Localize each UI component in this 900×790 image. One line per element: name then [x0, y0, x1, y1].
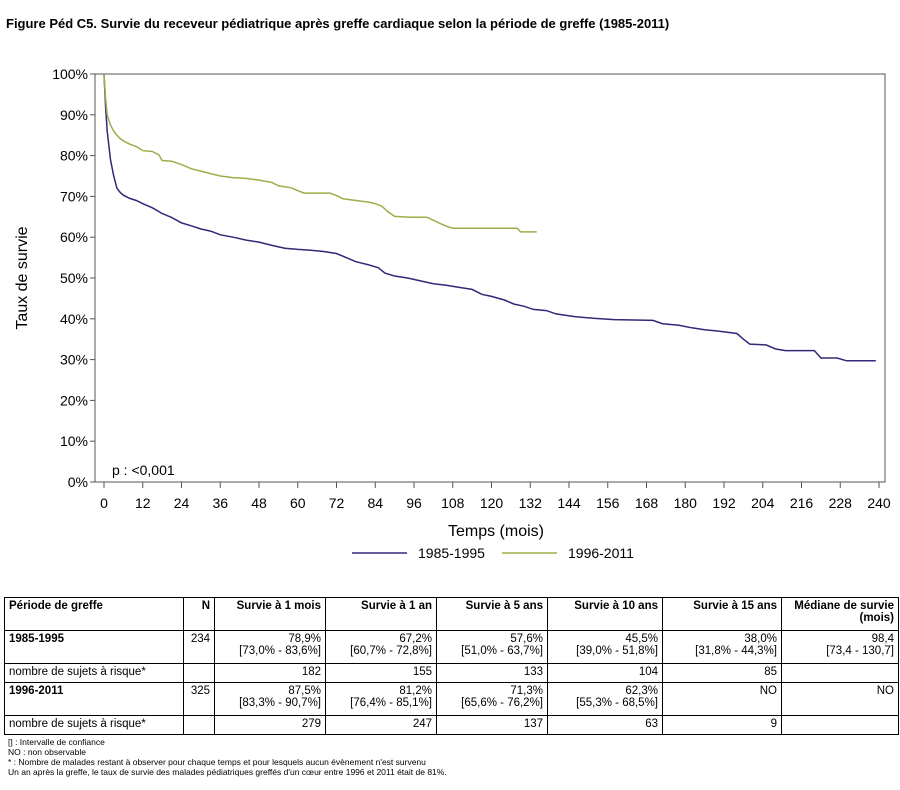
x-tick-label: 36: [212, 495, 228, 511]
header-1-month: Survie à 1 mois: [214, 597, 326, 631]
note-risk: * : Nombre de malades restant à observer…: [8, 757, 426, 767]
cell-1-year: 81,2% [76,4% - 85,1%]: [325, 682, 437, 716]
risk-median: [781, 715, 899, 735]
table-row: nombre de sujets à risque* 279 247 137 6…: [4, 715, 899, 735]
cell-1-month: 87,5% [83,3% - 90,7%]: [214, 682, 326, 716]
x-tick-label: 72: [329, 495, 345, 511]
y-tick-label: 100%: [52, 66, 88, 82]
x-tick-label: 180: [674, 495, 698, 511]
cell-15-years: 38,0% [31,8% - 44,3%]: [662, 630, 782, 664]
x-tick-label: 108: [441, 495, 465, 511]
x-tick-label: 204: [751, 495, 775, 511]
risk-label: nombre de sujets à risque*: [4, 715, 184, 735]
y-tick-label: 40%: [60, 311, 88, 327]
risk-1-month: 182: [214, 663, 326, 683]
x-tick-label: 60: [290, 495, 306, 511]
risk-5-years: 133: [436, 663, 548, 683]
x-tick-label: 192: [712, 495, 736, 511]
y-tick-label: 30%: [60, 352, 88, 368]
x-tick-label: 48: [251, 495, 267, 511]
cell-1-month: 78,9% [73,0% - 83,6%]: [214, 630, 326, 664]
y-tick-label: 10%: [60, 433, 88, 449]
group-label: 1996-2011: [4, 682, 184, 716]
group-n: 234: [183, 630, 215, 664]
header-n: N: [183, 597, 215, 631]
cell-median: 98,4 [73,4 - 130,7]: [781, 630, 899, 664]
note-no: NO : non observable: [8, 747, 86, 757]
cell-10-years: 45,5% [39,0% - 51,8%]: [547, 630, 663, 664]
survival-table: Période de greffe N Survie à 1 mois Surv…: [4, 597, 899, 735]
x-tick-label: 84: [367, 495, 383, 511]
risk-median: [781, 663, 899, 683]
plot-frame: [94, 73, 886, 483]
header-period: Période de greffe: [4, 597, 184, 631]
table-row: nombre de sujets à risque* 182 155 133 1…: [4, 663, 899, 683]
group-label: 1985-1995: [4, 630, 184, 664]
risk-1-year: 155: [325, 663, 437, 683]
risk-5-years: 137: [436, 715, 548, 735]
cell-5-years: 57,6% [51,0% - 63,7%]: [436, 630, 548, 664]
note-ci: [] : Intervalle de confiance: [8, 737, 105, 747]
y-tick-label: 20%: [60, 392, 88, 408]
y-tick-label: 60%: [60, 229, 88, 245]
y-axis-label: Taux de survie: [14, 226, 31, 329]
x-tick-label: 96: [406, 495, 422, 511]
x-tick-label: 132: [519, 495, 543, 511]
cell-median: NO: [781, 682, 899, 716]
p-value-annotation: p : <0,001: [112, 462, 175, 478]
legend: 1985-1995 1996-2011: [352, 545, 634, 561]
figure-title: Figure Péd C5. Survie du receveur pédiat…: [6, 16, 670, 31]
x-tick-label: 228: [829, 495, 853, 511]
x-tick-label: 144: [557, 495, 581, 511]
x-tick-label: 120: [480, 495, 504, 511]
header-10-years: Survie à 10 ans: [547, 597, 663, 631]
risk-15-years: 9: [662, 715, 782, 735]
x-tick-label: 12: [135, 495, 151, 511]
cell-1-year: 67,2% [60,7% - 72,8%]: [325, 630, 437, 664]
cell-5-years: 71,3% [65,6% - 76,2%]: [436, 682, 548, 716]
table-header-row: Période de greffe N Survie à 1 mois Surv…: [4, 597, 899, 631]
survival-chart: 0% 10% 20% 30% 40% 50% 60% 70% 80% 90% 100% 0 12 24 3…: [14, 66, 891, 561]
series-line-1985-1995: [103, 73, 876, 362]
x-tick-label: 216: [790, 495, 814, 511]
cell-15-years: NO: [662, 682, 782, 716]
risk-n: [183, 663, 215, 683]
legend-label: 1985-1995: [418, 545, 485, 561]
cell-10-years: 62,3% [55,3% - 68,5%]: [547, 682, 663, 716]
note-summary: Un an après la greffe, le taux de survie…: [8, 767, 447, 777]
x-axis: 0 12 24 36 48 60 72 84 96 108 120 132 144 156 168 180 19…: [100, 482, 891, 511]
header-5-years: Survie à 5 ans: [436, 597, 548, 631]
x-tick-label: 0: [100, 495, 108, 511]
x-tick-label: 168: [635, 495, 659, 511]
table-row: 1985-1995 234 78,9% [73,0% - 83,6%] 67,2%…: [4, 630, 899, 664]
y-tick-label: 50%: [60, 270, 88, 286]
risk-15-years: 85: [662, 663, 782, 683]
y-tick-label: 0%: [68, 474, 88, 490]
header-15-years: Survie à 15 ans: [662, 597, 782, 631]
risk-1-year: 247: [325, 715, 437, 735]
group-n: 325: [183, 682, 215, 716]
y-axis: 0% 10% 20% 30% 40% 50% 60% 70% 80% 90% 100%: [52, 66, 95, 490]
header-median: Médiane de survie (mois): [781, 597, 899, 631]
risk-10-years: 63: [547, 715, 663, 735]
x-tick-label: 156: [596, 495, 620, 511]
y-tick-label: 70%: [60, 188, 88, 204]
x-tick-label: 24: [174, 495, 190, 511]
series-lines: [103, 73, 876, 362]
table-notes: [] : Intervalle de confiance NO : non ob…: [8, 737, 447, 777]
x-tick-label: 240: [867, 495, 891, 511]
series-line-1996-2011: [103, 73, 537, 233]
risk-1-month: 279: [214, 715, 326, 735]
y-tick-label: 90%: [60, 107, 88, 123]
risk-label: nombre de sujets à risque*: [4, 663, 184, 683]
header-1-year: Survie à 1 an: [325, 597, 437, 631]
x-axis-label: Temps (mois): [448, 523, 544, 540]
risk-10-years: 104: [547, 663, 663, 683]
table-row: 1996-2011 325 87,5% [83,3% - 90,7%] 81,2%…: [4, 682, 899, 716]
y-tick-label: 80%: [60, 148, 88, 164]
risk-n: [183, 715, 215, 735]
legend-label: 1996-2011: [568, 545, 634, 561]
